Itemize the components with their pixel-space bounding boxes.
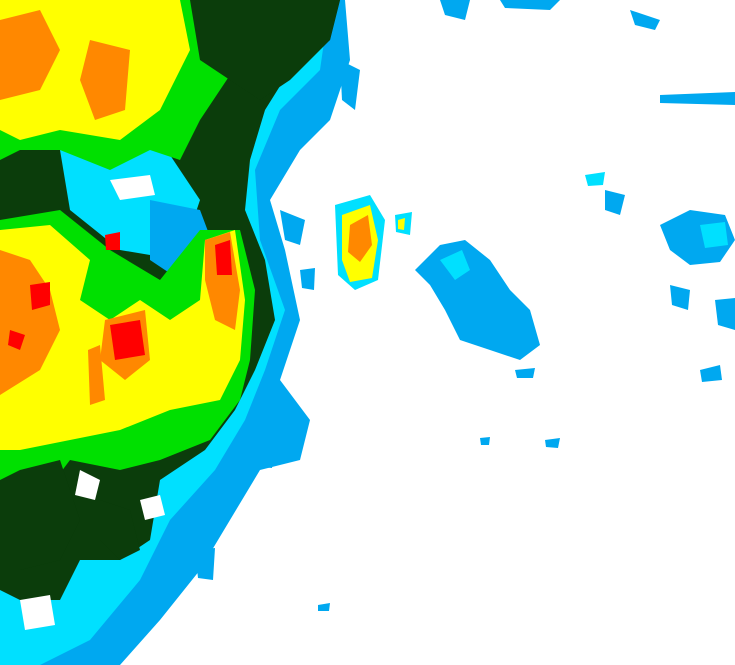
very-heavy-rain-area: [80, 40, 130, 120]
clear-gap: [110, 175, 155, 200]
light-rain-area: [280, 210, 305, 245]
intense-rain-area: [105, 232, 120, 250]
western-storm-complex: [0, 0, 350, 665]
clear-gap: [75, 470, 100, 500]
moderate-rain-area: [100, 500, 140, 560]
intense-rain-area: [215, 240, 232, 275]
very-heavy-rain-area: [348, 215, 372, 262]
light-rain-area: [715, 298, 735, 330]
very-heavy-rain-area: [88, 345, 105, 405]
clear-gap: [20, 595, 55, 630]
central-storm-cell: [335, 195, 412, 290]
light-rain-area: [195, 548, 215, 580]
light-rain-area: [700, 365, 722, 382]
light-rain-area: [545, 438, 560, 448]
moderate-rain-area: [0, 460, 80, 570]
light-rain-area: [480, 437, 490, 445]
heavy-rain-area: [398, 218, 405, 230]
light-rain-area: [300, 268, 315, 290]
light-rain-area: [318, 603, 330, 611]
moderate-rain-area: [190, 0, 340, 100]
intense-rain-area: [30, 282, 50, 310]
light-rain-area: [515, 368, 535, 378]
light-rain-area: [500, 0, 560, 10]
light-rain-area: [415, 240, 540, 360]
light-rain-area: [250, 448, 275, 468]
light-rain-area: [630, 10, 660, 30]
light-rain-area: [440, 0, 470, 20]
eastern-rain-area: [195, 0, 735, 611]
clear-gap: [140, 495, 165, 520]
light-rain-area: [660, 92, 735, 105]
rain-area: [700, 222, 728, 248]
light-rain-area: [340, 60, 360, 110]
very-heavy-rain-area: [205, 232, 240, 330]
rain-area: [585, 172, 605, 186]
rain-area: [440, 250, 470, 280]
light-rain-area: [605, 190, 625, 215]
intense-rain-area: [8, 330, 25, 350]
light-rain-area: [670, 285, 690, 310]
very-heavy-rain-area: [0, 10, 60, 100]
intense-rain-area: [110, 320, 145, 360]
